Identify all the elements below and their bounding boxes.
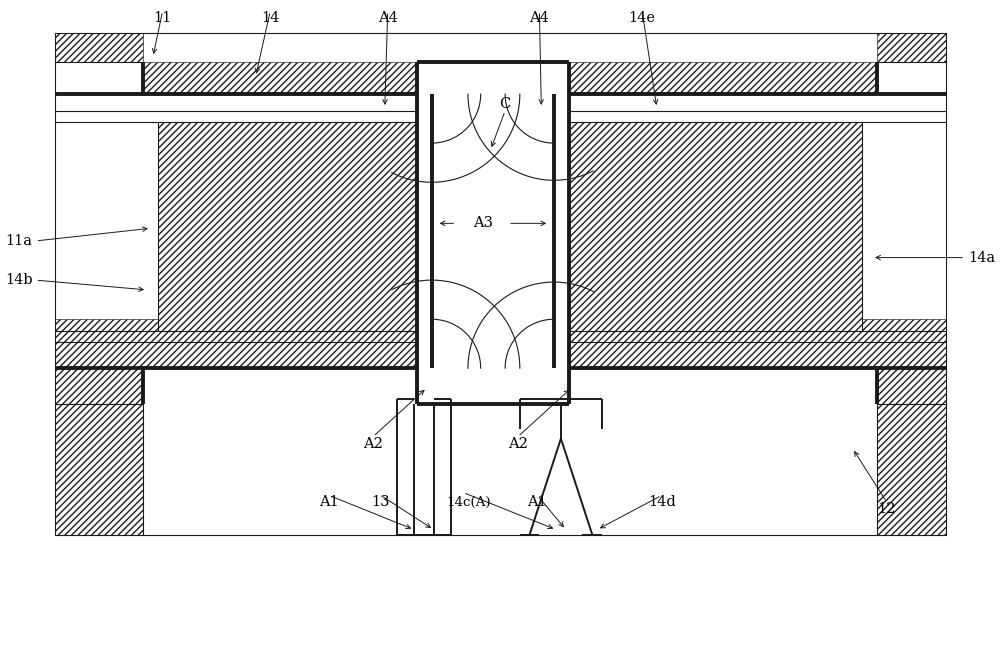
Text: 14a: 14a xyxy=(968,251,995,264)
Text: 11: 11 xyxy=(154,11,172,25)
Text: 14: 14 xyxy=(261,11,279,25)
Polygon shape xyxy=(569,122,862,331)
Text: 13: 13 xyxy=(372,495,390,510)
Polygon shape xyxy=(55,405,143,535)
Text: 14d: 14d xyxy=(648,495,676,510)
Text: 11a: 11a xyxy=(5,234,32,248)
Text: A1: A1 xyxy=(528,495,547,510)
Polygon shape xyxy=(877,32,946,62)
Text: 14b: 14b xyxy=(5,273,32,287)
Text: A3: A3 xyxy=(473,216,493,230)
Text: 14c(A): 14c(A) xyxy=(447,496,491,509)
Polygon shape xyxy=(877,405,946,535)
Polygon shape xyxy=(158,122,417,331)
Text: A1: A1 xyxy=(319,495,339,510)
Polygon shape xyxy=(569,319,946,405)
Text: A2: A2 xyxy=(363,437,383,451)
Text: 14e: 14e xyxy=(629,11,656,25)
Text: A4: A4 xyxy=(378,11,398,25)
Polygon shape xyxy=(569,62,877,94)
Text: A2: A2 xyxy=(508,437,528,451)
Text: 12: 12 xyxy=(878,502,896,516)
Text: A4: A4 xyxy=(529,11,549,25)
Polygon shape xyxy=(55,32,143,62)
Polygon shape xyxy=(55,319,417,405)
Polygon shape xyxy=(143,62,417,94)
Text: C: C xyxy=(500,97,511,111)
